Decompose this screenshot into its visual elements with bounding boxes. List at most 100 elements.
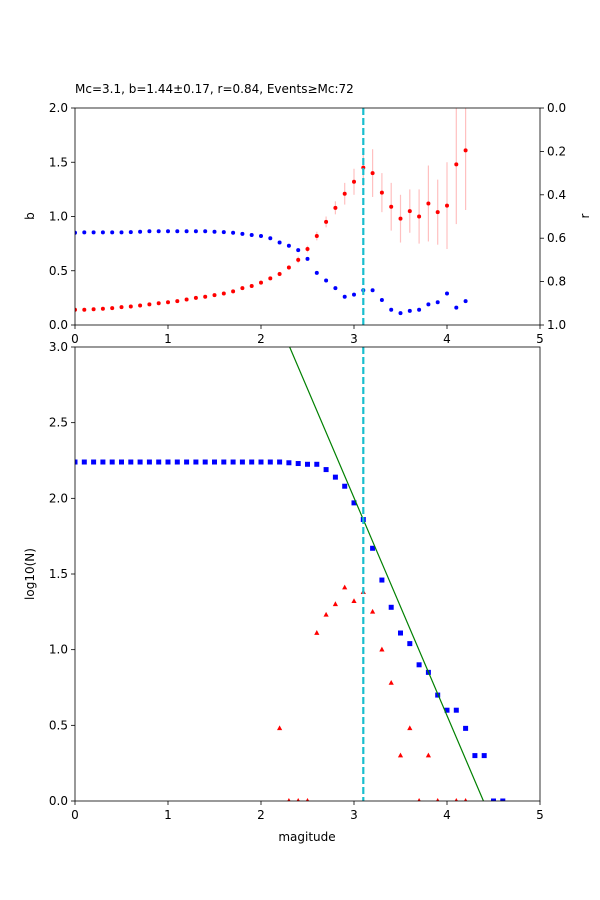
y-tick-label: 0.5 [49, 264, 68, 278]
y-tick-label: 0.0 [49, 794, 68, 808]
point [258, 459, 264, 465]
point [221, 291, 226, 296]
point [351, 500, 357, 506]
y-tick-label: 0.5 [49, 718, 68, 732]
point [296, 248, 301, 253]
point [370, 171, 375, 176]
point [379, 646, 385, 652]
point [221, 230, 226, 235]
point [342, 584, 348, 590]
y-tick-label: 1.0 [49, 643, 68, 657]
point [407, 641, 413, 647]
point [314, 234, 319, 239]
plot-area [75, 347, 506, 801]
point [416, 662, 422, 668]
point [147, 302, 152, 307]
point [184, 297, 189, 302]
point [323, 467, 329, 473]
point [425, 752, 431, 758]
point [370, 608, 376, 614]
point [398, 216, 403, 221]
point [296, 798, 300, 801]
point [370, 545, 376, 551]
point [445, 203, 449, 208]
point [138, 229, 143, 234]
point [137, 459, 143, 465]
x-axis-label: magitude [278, 830, 335, 844]
point [324, 278, 329, 283]
point [454, 305, 459, 310]
point [305, 798, 310, 801]
point [165, 459, 171, 465]
point [435, 210, 440, 215]
point [128, 230, 133, 235]
point [445, 291, 449, 296]
y-tick-label: 2.5 [49, 416, 68, 430]
x-tick-label: 5 [536, 808, 544, 822]
point [388, 679, 394, 685]
point [370, 288, 375, 293]
point [128, 459, 134, 465]
point [91, 459, 97, 465]
point [100, 459, 106, 465]
x-tick-label: 1 [164, 332, 172, 346]
point [267, 459, 273, 465]
point [230, 459, 236, 465]
point [286, 243, 291, 248]
point [268, 236, 273, 241]
point [389, 307, 394, 312]
point [268, 276, 273, 281]
point [249, 232, 254, 237]
point [212, 459, 217, 465]
point [342, 191, 347, 196]
point [426, 201, 431, 206]
y-axis-label: log10(N) [23, 548, 37, 600]
fit-line [289, 347, 485, 801]
y2-tick-label: 1.0 [547, 318, 566, 332]
point [75, 307, 77, 312]
y2-tick-label: 0.8 [547, 275, 566, 289]
point [444, 707, 450, 713]
point [417, 214, 422, 219]
point [454, 162, 459, 167]
point [398, 311, 403, 316]
point [193, 295, 198, 300]
point [379, 190, 384, 195]
point [332, 601, 338, 607]
point [323, 611, 329, 617]
point [417, 798, 421, 801]
point [193, 459, 199, 465]
y-tick-label: 1.0 [49, 210, 68, 224]
y2-tick-label: 0.4 [547, 188, 566, 202]
point [193, 229, 198, 234]
point [82, 307, 87, 312]
point [146, 459, 152, 465]
point [407, 209, 412, 214]
point [407, 725, 413, 731]
point [277, 272, 282, 277]
x-tick-label: 0 [71, 808, 79, 822]
point [379, 577, 385, 583]
point [314, 630, 320, 635]
y2-tick-label: 0.6 [547, 231, 566, 245]
point [249, 459, 255, 465]
y-tick-label: 2.0 [49, 491, 68, 505]
point [333, 286, 338, 291]
y2-tick-label: 0.0 [547, 101, 566, 115]
y-tick-label: 0.0 [49, 318, 68, 332]
point [314, 461, 320, 467]
point [156, 301, 161, 306]
point [203, 229, 208, 234]
point [305, 461, 310, 467]
point [75, 459, 78, 465]
point [332, 474, 338, 480]
point [240, 286, 245, 291]
point [314, 270, 319, 275]
point [435, 300, 440, 305]
point [119, 230, 124, 235]
point [156, 459, 162, 465]
point [352, 292, 356, 297]
point [436, 798, 440, 801]
point [110, 230, 115, 235]
